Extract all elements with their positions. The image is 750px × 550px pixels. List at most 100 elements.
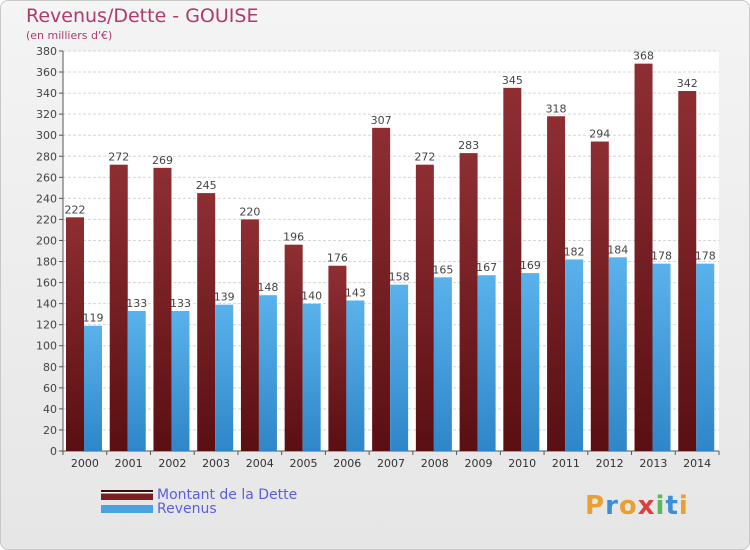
data-label-debt: 307 [371, 114, 392, 127]
data-label-debt: 318 [546, 102, 567, 115]
x-tick-label: 2003 [202, 457, 230, 470]
x-tick-label: 2000 [71, 457, 99, 470]
x-tick-label: 2002 [158, 457, 186, 470]
data-label-revenue: 140 [301, 290, 322, 303]
data-label-revenue: 167 [476, 261, 497, 274]
y-tick-label: 180 [36, 256, 57, 269]
x-tick-label: 2014 [683, 457, 711, 470]
data-label-revenue: 133 [126, 297, 147, 310]
bar-debt [372, 127, 391, 451]
data-label-debt: 245 [196, 179, 217, 192]
bar-debt [284, 244, 303, 451]
y-tick-label: 20 [43, 424, 57, 437]
data-label-revenue: 133 [170, 297, 191, 310]
x-tick-label: 2009 [464, 457, 492, 470]
bar-revenue [521, 273, 540, 451]
bar-revenue [477, 275, 496, 451]
y-tick-label: 300 [36, 129, 57, 142]
data-label-revenue: 143 [345, 286, 366, 299]
y-tick-label: 160 [36, 277, 57, 290]
data-label-debt: 368 [633, 50, 654, 63]
y-tick-label: 100 [36, 340, 57, 353]
y-tick-label: 200 [36, 234, 57, 247]
legend-swatch-debt [101, 490, 153, 500]
x-tick-label: 2013 [639, 457, 667, 470]
legend-label-debt: Montant de la Dette [157, 487, 298, 503]
legend-swatch-revenue [101, 505, 153, 513]
data-label-debt: 222 [65, 203, 86, 216]
data-label-debt: 220 [239, 205, 260, 218]
bar-revenue [215, 304, 234, 451]
data-label-debt: 272 [108, 151, 129, 164]
bar-revenue [302, 303, 321, 451]
bar-revenue [652, 263, 671, 451]
y-tick-label: 120 [36, 319, 57, 332]
data-label-debt: 269 [152, 154, 173, 167]
bar-debt [415, 164, 434, 451]
y-tick-label: 380 [36, 45, 57, 58]
data-label-revenue: 182 [564, 245, 585, 258]
bar-debt [197, 193, 216, 451]
proxiti-logo: Proxiti [585, 491, 689, 521]
data-label-revenue: 178 [651, 250, 672, 263]
data-label-debt: 272 [414, 151, 435, 164]
y-tick-label: 340 [36, 87, 57, 100]
y-tick-label: 260 [36, 171, 57, 184]
bar-revenue [565, 259, 584, 451]
y-tick-label: 140 [36, 298, 57, 311]
y-tick-label: 0 [50, 445, 57, 458]
bar-debt [328, 265, 347, 451]
chart-subtitle: (en milliers d'€) [26, 29, 113, 42]
x-tick-label: 2001 [115, 457, 143, 470]
x-tick-label: 2007 [377, 457, 405, 470]
bar-debt [503, 87, 522, 451]
bar-revenue [258, 295, 277, 451]
data-label-debt: 196 [283, 231, 304, 244]
data-label-debt: 294 [589, 128, 610, 141]
y-tick-label: 40 [43, 403, 57, 416]
data-label-revenue: 119 [83, 312, 104, 325]
bar-revenue [171, 311, 190, 451]
y-tick-label: 320 [36, 108, 57, 121]
y-tick-label: 360 [36, 66, 57, 79]
y-tick-label: 60 [43, 382, 57, 395]
bar-debt [634, 63, 653, 451]
x-tick-label: 2012 [596, 457, 624, 470]
bar-debt [590, 141, 609, 452]
x-tick-label: 2006 [333, 457, 361, 470]
x-tick-label: 2011 [552, 457, 580, 470]
bar-debt [109, 164, 128, 451]
bar-debt [153, 167, 172, 451]
bar-revenue [390, 284, 409, 451]
legend-label-revenue: Revenus [157, 501, 217, 517]
bar-debt [678, 91, 697, 451]
data-label-debt: 283 [458, 139, 479, 152]
data-label-debt: 342 [677, 77, 698, 90]
data-label-revenue: 184 [607, 243, 628, 256]
y-tick-label: 80 [43, 361, 57, 374]
bar-debt [66, 217, 84, 451]
y-tick-label: 240 [36, 192, 57, 205]
data-label-debt: 176 [327, 252, 348, 265]
y-tick-label: 280 [36, 150, 57, 163]
bar-debt [459, 153, 478, 451]
x-tick-label: 2004 [246, 457, 274, 470]
data-label-revenue: 158 [389, 271, 410, 284]
x-tick-label: 2010 [508, 457, 536, 470]
bar-revenue [433, 277, 452, 451]
bar-revenue [84, 325, 102, 451]
bar-revenue [127, 311, 146, 451]
data-label-revenue: 169 [520, 259, 541, 272]
bar-revenue [608, 257, 627, 451]
bar-debt [240, 219, 259, 451]
data-label-revenue: 165 [432, 263, 453, 276]
data-label-debt: 345 [502, 74, 523, 87]
bar-debt [547, 116, 566, 452]
x-tick-label: 2008 [421, 457, 449, 470]
x-tick-label: 2005 [290, 457, 318, 470]
data-label-revenue: 148 [257, 281, 278, 294]
y-tick-label: 220 [36, 213, 57, 226]
legend-item-revenue: Revenus [101, 501, 217, 517]
